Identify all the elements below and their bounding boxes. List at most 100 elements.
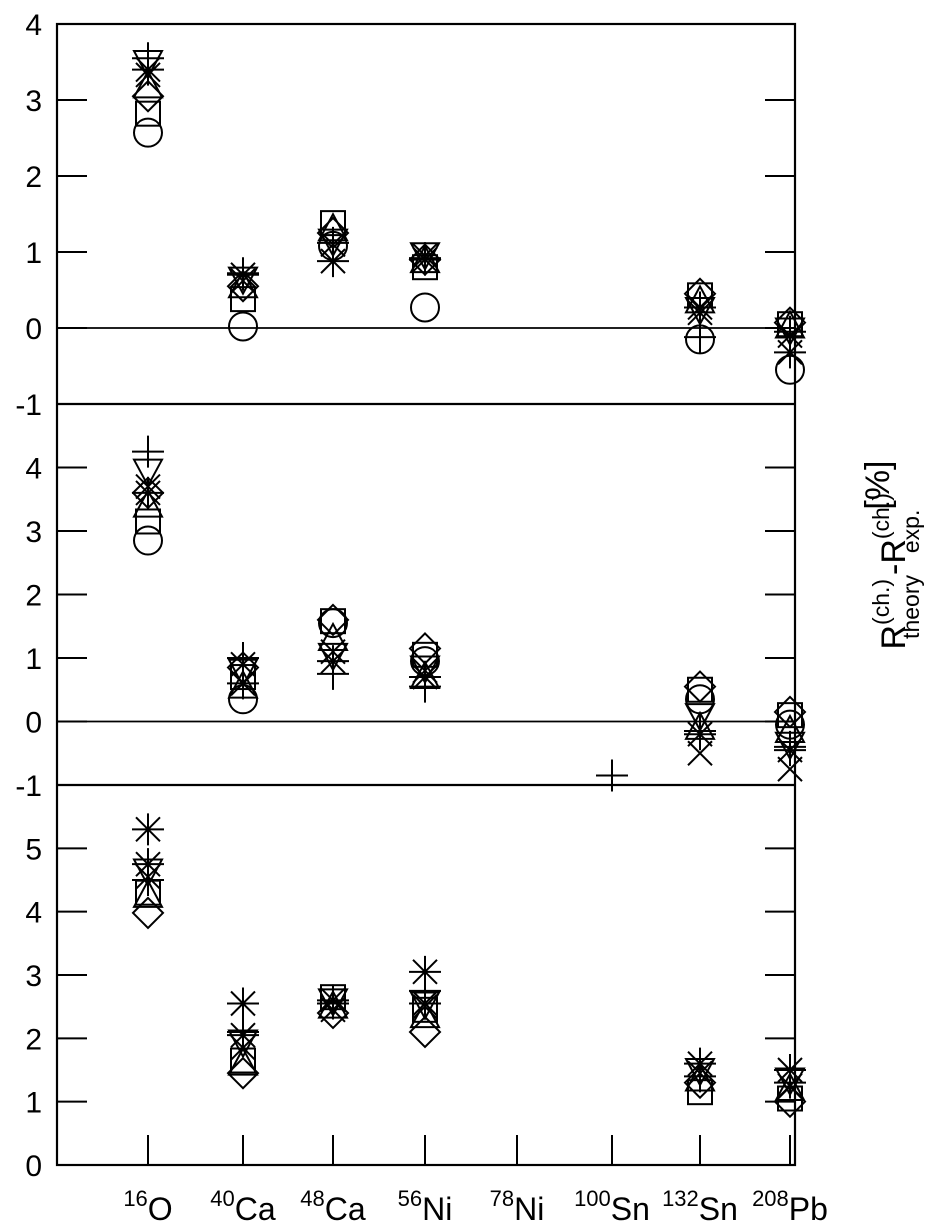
marker-asterisk: [774, 1054, 806, 1086]
y-tick-label: 4: [25, 9, 42, 42]
y-tick-label: 2: [25, 161, 42, 194]
y-tick-label: 4: [25, 453, 42, 486]
panel-3: 0 1 2 3 4 5: [25, 813, 807, 1183]
x-tick-label: 132Sn: [662, 1186, 738, 1227]
x-tick-element: Sn: [699, 1191, 738, 1227]
ylabel-r2: R: [875, 539, 913, 564]
panel-1: -1 0 1 2 3 4: [15, 9, 807, 422]
x-tick-label: 48Ca: [300, 1186, 366, 1227]
marker-asterisk: [227, 667, 259, 700]
x-tick-element: Ca: [235, 1191, 276, 1227]
marker-cross: [687, 740, 713, 766]
x-tick-element: Ni: [422, 1191, 452, 1227]
marker-triangle-up: [227, 269, 259, 299]
ylabel-r2-sup: (ch.): [868, 493, 894, 539]
marker-diamond: [683, 1066, 717, 1100]
y-tick-label: 0: [25, 1150, 42, 1183]
x-tick-mass: 40: [210, 1186, 234, 1211]
x-tick-element: Sn: [611, 1191, 650, 1227]
marker-diamond: [773, 695, 807, 729]
marker-triangle-up: [227, 1046, 259, 1076]
marker-plus: [596, 759, 628, 792]
marker-asterisk: [684, 1047, 716, 1080]
y-tick-label: 3: [25, 960, 42, 993]
marker-asterisk: [774, 734, 806, 767]
marker-diamond: [683, 670, 717, 703]
x-tick-label: 56Ni: [398, 1186, 453, 1227]
marker-triangle-up: [132, 69, 164, 99]
y-tick-label: 4: [25, 897, 42, 930]
ylabel-r2-sub: exp.: [898, 510, 924, 553]
marker-asterisk: [132, 848, 164, 881]
marker-circle: [133, 525, 163, 556]
marker-triangle-up: [774, 1071, 806, 1101]
marker-triangle-down: [684, 703, 716, 733]
marker-asterisk: [409, 243, 441, 276]
y-tick-label: 2: [25, 1023, 42, 1056]
x-tick-label: 16O: [123, 1186, 172, 1227]
marker-triangle-down: [317, 642, 349, 672]
marker-asterisk: [409, 661, 441, 694]
ylabel-unit: [%]: [859, 461, 897, 510]
chart-panels: -1 0 1 2 3 4 -1 0 1 2 3 4 0 1 2 3 4 5: [15, 9, 807, 1183]
marker-square: [135, 508, 161, 535]
marker-diamond: [131, 896, 165, 930]
y-tick-label: 1: [25, 1087, 42, 1120]
marker-asterisk: [317, 245, 349, 278]
x-tick-mass: 78: [490, 1186, 514, 1211]
ylabel-r1-sub: theory: [898, 575, 924, 639]
marker-square: [230, 1047, 256, 1074]
marker-asterisk: [227, 987, 259, 1020]
marker-triangle-up: [132, 488, 164, 518]
y-tick-label: 0: [25, 313, 42, 346]
marker-asterisk: [774, 336, 806, 369]
marker-asterisk: [132, 813, 164, 846]
marker-circle: [410, 292, 440, 323]
marker-asterisk: [132, 476, 164, 509]
y-axis-label-text: R(ch.) theory-R(ch.) exp.[%]: [859, 461, 924, 650]
marker-asterisk: [317, 645, 349, 678]
y-tick-label: 0: [25, 707, 42, 740]
panel-2: -1 0 1 2 3 4: [15, 435, 807, 803]
marker-asterisk: [132, 53, 164, 86]
marker-circle: [685, 684, 715, 715]
marker-asterisk: [227, 1019, 259, 1052]
x-tick-element: Ca: [325, 1191, 366, 1227]
ylabel-r1: R: [875, 625, 913, 650]
x-tick-mass: 132: [662, 1186, 699, 1211]
y-tick-label: 1: [25, 237, 42, 270]
y-tick-label: -1: [15, 389, 42, 422]
x-tick-mass: 16: [123, 1186, 147, 1211]
marker-asterisk: [409, 987, 441, 1020]
marker-square: [135, 100, 161, 127]
marker-circle: [133, 117, 163, 148]
ylabel-r1-sup: (ch.): [868, 579, 894, 625]
x-tick-element: Pb: [789, 1191, 828, 1227]
marker-cross: [230, 651, 256, 678]
marker-asterisk: [684, 718, 716, 751]
x-tick-label: 78Ni: [490, 1186, 545, 1227]
ylabel-dash: -: [875, 564, 913, 575]
y-axis-label: R(ch.) theory-R(ch.) exp.[%]: [859, 461, 924, 650]
marker-plus: [132, 435, 164, 468]
y-tick-label: 2: [25, 580, 42, 613]
marker-square: [320, 608, 346, 635]
x-tick-label: 208Pb: [752, 1186, 828, 1227]
y-tick-label: 1: [25, 643, 42, 676]
marker-circle: [228, 311, 258, 342]
y-tick-label: 3: [25, 85, 42, 118]
x-tick-element: O: [148, 1191, 173, 1227]
x-tick-mass: 100: [574, 1186, 611, 1211]
x-tick-mass: 56: [398, 1186, 422, 1211]
marker-diamond: [226, 269, 260, 303]
y-tick-label: 5: [25, 833, 42, 866]
marker-plus: [684, 321, 716, 354]
marker-asterisk: [227, 258, 259, 291]
marker-diamond: [316, 996, 350, 1030]
x-tick-label: 40Ca: [210, 1186, 276, 1227]
x-axis: 16O 40Ca 48Ca 56Ni 78Ni 100Sn 132Sn 208Pb: [123, 1135, 828, 1227]
x-tick-element: Ni: [514, 1191, 544, 1227]
marker-diamond: [316, 603, 350, 637]
x-tick-mass: 48: [300, 1186, 324, 1211]
